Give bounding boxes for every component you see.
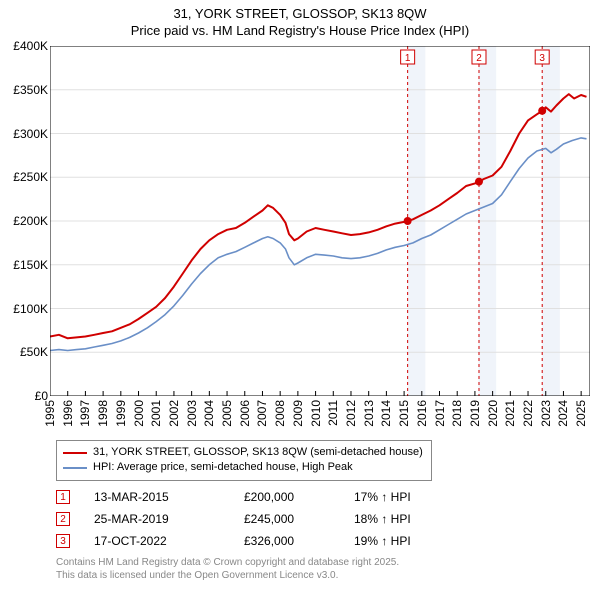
sale-price-3: £326,000 (244, 534, 354, 548)
xtick-label: 2000 (132, 400, 146, 427)
xtick-label: 2017 (433, 400, 447, 427)
xtick-label: 2008 (273, 400, 287, 427)
xtick-label: 2001 (149, 400, 163, 427)
xtick-label: 2011 (326, 400, 340, 426)
xtick-label: 2002 (167, 400, 181, 427)
svg-text:3: 3 (539, 53, 545, 64)
xtick-label: 1999 (114, 400, 128, 427)
ytick-label: £350K (2, 83, 48, 97)
svg-text:1: 1 (405, 53, 411, 64)
xtick-label: 2003 (185, 400, 199, 427)
xtick-label: 2020 (486, 400, 500, 427)
footer-line-1: Contains HM Land Registry data © Crown c… (56, 556, 399, 569)
xtick-label: 2025 (574, 400, 588, 427)
footer-line-2: This data is licensed under the Open Gov… (56, 569, 399, 582)
xtick-label: 2014 (379, 400, 393, 427)
legend-label-1: 31, YORK STREET, GLOSSOP, SK13 8QW (semi… (93, 445, 423, 460)
ytick-label: £250K (2, 170, 48, 184)
ytick-label: £150K (2, 258, 48, 272)
xtick-label: 2006 (238, 400, 252, 427)
xtick-label: 2009 (291, 400, 305, 427)
sales-row-1: 1 13-MAR-2015 £200,000 17% ↑ HPI (56, 486, 434, 508)
legend: 31, YORK STREET, GLOSSOP, SK13 8QW (semi… (56, 440, 432, 481)
chart-title: 31, YORK STREET, GLOSSOP, SK13 8QW Price… (0, 0, 600, 40)
sale-date-1: 13-MAR-2015 (94, 490, 244, 504)
legend-swatch-2 (63, 467, 87, 469)
ytick-label: £300K (2, 127, 48, 141)
svg-text:2: 2 (476, 53, 482, 64)
legend-swatch-1 (63, 452, 87, 454)
xtick-label: 2012 (344, 400, 358, 427)
xtick-label: 2016 (415, 400, 429, 427)
xtick-label: 2023 (539, 400, 553, 427)
xtick-label: 2024 (556, 400, 570, 427)
xtick-label: 2010 (309, 400, 323, 427)
ytick-label: £100K (2, 302, 48, 316)
sales-row-3: 3 17-OCT-2022 £326,000 19% ↑ HPI (56, 530, 434, 552)
ytick-label: £0 (2, 389, 48, 403)
xtick-label: 1996 (61, 400, 75, 427)
ytick-label: £200K (2, 214, 48, 228)
footer-attribution: Contains HM Land Registry data © Crown c… (56, 556, 399, 582)
xtick-label: 2015 (397, 400, 411, 427)
sales-row-2: 2 25-MAR-2019 £245,000 18% ↑ HPI (56, 508, 434, 530)
sale-marker-3: 3 (56, 534, 70, 548)
xtick-label: 1995 (43, 400, 57, 427)
plot-svg: 1 2 3 (50, 46, 590, 396)
ytick-label: £50K (2, 345, 48, 359)
title-line-1: 31, YORK STREET, GLOSSOP, SK13 8QW (0, 6, 600, 23)
xtick-label: 2022 (521, 400, 535, 427)
xtick-label: 2021 (503, 400, 517, 427)
sale-date-3: 17-OCT-2022 (94, 534, 244, 548)
sale-date-2: 25-MAR-2019 (94, 512, 244, 526)
title-line-2: Price paid vs. HM Land Registry's House … (0, 23, 600, 40)
sale-marker-2: 2 (56, 512, 70, 526)
sale-pct-2: 18% ↑ HPI (354, 512, 434, 526)
xtick-label: 2007 (255, 400, 269, 427)
sale-marker-1: 1 (56, 490, 70, 504)
sale-price-1: £200,000 (244, 490, 354, 504)
xtick-label: 2013 (362, 400, 376, 427)
sale-price-2: £245,000 (244, 512, 354, 526)
xtick-label: 2004 (202, 400, 216, 427)
legend-row-series1: 31, YORK STREET, GLOSSOP, SK13 8QW (semi… (63, 445, 423, 460)
xtick-label: 2005 (220, 400, 234, 427)
legend-label-2: HPI: Average price, semi-detached house,… (93, 460, 353, 475)
xtick-label: 1997 (78, 400, 92, 427)
ytick-label: £400K (2, 39, 48, 53)
sale-pct-3: 19% ↑ HPI (354, 534, 434, 548)
sale-pct-1: 17% ↑ HPI (354, 490, 434, 504)
chart-container: 31, YORK STREET, GLOSSOP, SK13 8QW Price… (0, 0, 600, 590)
xtick-label: 1998 (96, 400, 110, 427)
xtick-label: 2018 (450, 400, 464, 427)
sales-table: 1 13-MAR-2015 £200,000 17% ↑ HPI 2 25-MA… (56, 486, 434, 552)
xtick-label: 2019 (468, 400, 482, 427)
legend-row-series2: HPI: Average price, semi-detached house,… (63, 460, 423, 475)
